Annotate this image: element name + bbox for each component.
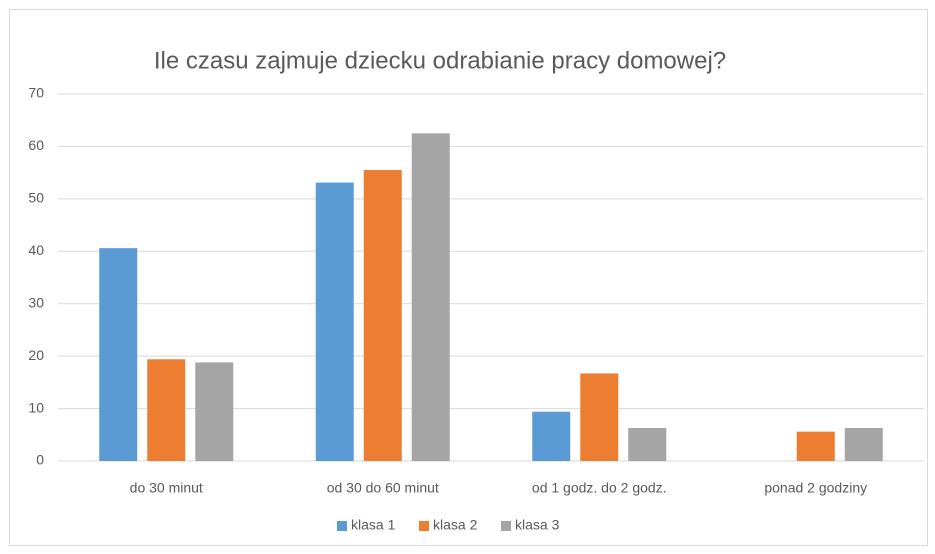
legend-label: klasa 1 [351, 517, 396, 533]
x-tick-label: ponad 2 godziny [764, 480, 867, 496]
bar [844, 427, 883, 461]
chart-title: Ile czasu zajmuje dziecku odrabianie pra… [154, 47, 726, 74]
x-tick-label: od 30 do 60 minut [327, 480, 439, 496]
bar [532, 411, 571, 461]
y-tick-label: 0 [36, 452, 44, 468]
bar [363, 170, 402, 461]
bar [580, 373, 619, 461]
bar [411, 133, 450, 462]
bar [147, 359, 186, 461]
chart-border [9, 9, 928, 546]
bar [195, 362, 234, 461]
legend-label: klasa 3 [515, 517, 560, 533]
bar [628, 427, 667, 461]
y-tick-label: 40 [28, 242, 44, 258]
legend-swatch [337, 521, 347, 531]
legend-swatch [501, 521, 511, 531]
legend-label: klasa 2 [433, 517, 478, 533]
y-tick-label: 70 [28, 85, 44, 101]
bar [796, 431, 835, 461]
y-tick-label: 20 [28, 347, 44, 363]
bar [99, 248, 138, 461]
y-tick-label: 50 [28, 190, 44, 206]
bar [315, 182, 354, 461]
x-tick-label: od 1 godz. do 2 godz. [532, 480, 667, 496]
y-tick-label: 30 [28, 294, 44, 310]
y-tick-label: 10 [28, 399, 44, 415]
x-tick-label: do 30 minut [130, 480, 203, 496]
legend-swatch [419, 521, 429, 531]
y-tick-label: 60 [28, 137, 44, 153]
